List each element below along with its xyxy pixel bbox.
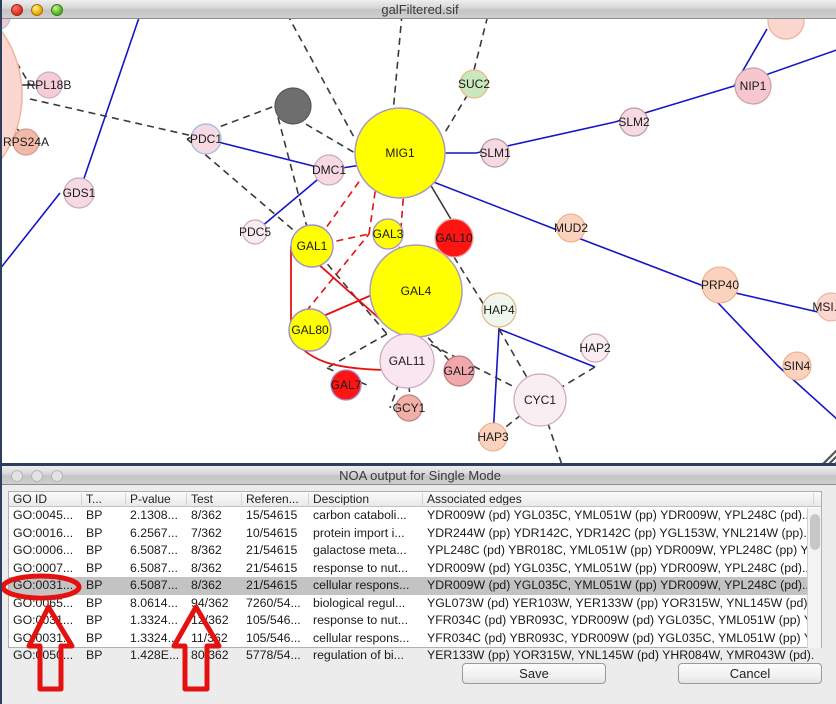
svg-text:SUC2: SUC2 [458, 77, 490, 91]
svg-text:GCY1: GCY1 [393, 401, 426, 415]
svg-text:GAL80: GAL80 [291, 323, 329, 337]
svg-text:HAP4: HAP4 [483, 303, 515, 317]
svg-text:DMC1: DMC1 [312, 163, 346, 177]
svg-text:HAP2: HAP2 [579, 341, 611, 355]
svg-text:SIN4: SIN4 [784, 359, 811, 373]
svg-text:GAL7: GAL7 [331, 378, 362, 392]
svg-text:MUD2: MUD2 [554, 221, 588, 235]
svg-text:GAL10: GAL10 [435, 231, 473, 245]
svg-text:MIG1: MIG1 [385, 146, 415, 160]
svg-text:CYC1: CYC1 [524, 393, 556, 407]
svg-text:GAL4: GAL4 [401, 284, 432, 298]
svg-text:GAL11: GAL11 [389, 354, 426, 368]
svg-text:GAL3: GAL3 [373, 227, 404, 241]
svg-text:PRP40: PRP40 [701, 278, 739, 292]
svg-text:RPS24A: RPS24A [3, 135, 49, 149]
svg-text:GDS1: GDS1 [63, 186, 96, 200]
svg-text:PDC5: PDC5 [239, 225, 271, 239]
svg-text:NIP1: NIP1 [740, 79, 767, 93]
svg-text:GAL1: GAL1 [297, 239, 328, 253]
svg-text:SLM1: SLM1 [479, 146, 511, 160]
svg-text:RPL18B: RPL18B [27, 78, 72, 92]
svg-text:GAL2: GAL2 [444, 364, 475, 378]
svg-text:SLM2: SLM2 [618, 115, 650, 129]
svg-text:PDC1: PDC1 [190, 132, 222, 146]
svg-text:MSI...: MSI... [812, 300, 836, 314]
svg-text:HAP3: HAP3 [477, 430, 509, 444]
